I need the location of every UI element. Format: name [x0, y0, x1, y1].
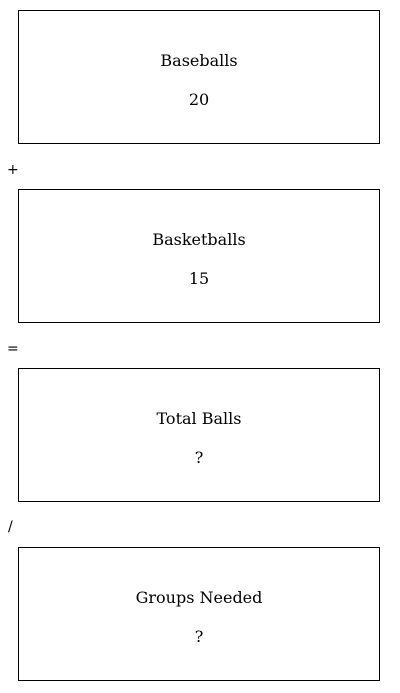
total-balls-label: Total Balls: [156, 409, 242, 428]
equals-operator: =: [7, 341, 19, 357]
groups-needed-value: ?: [194, 627, 204, 646]
baseballs-value: 20: [188, 90, 210, 109]
basketballs-value: 15: [188, 269, 210, 288]
plus-operator: +: [7, 162, 19, 178]
total-balls-box: Total Balls ?: [18, 368, 380, 502]
divide-operator: /: [8, 519, 13, 535]
basketballs-box: Basketballs 15: [18, 189, 380, 323]
groups-needed-label: Groups Needed: [135, 588, 263, 607]
total-balls-value: ?: [194, 448, 204, 467]
groups-needed-box: Groups Needed ?: [18, 547, 380, 681]
baseballs-label: Baseballs: [160, 51, 238, 70]
baseballs-box: Baseballs 20: [18, 10, 380, 144]
basketballs-label: Basketballs: [152, 230, 246, 249]
